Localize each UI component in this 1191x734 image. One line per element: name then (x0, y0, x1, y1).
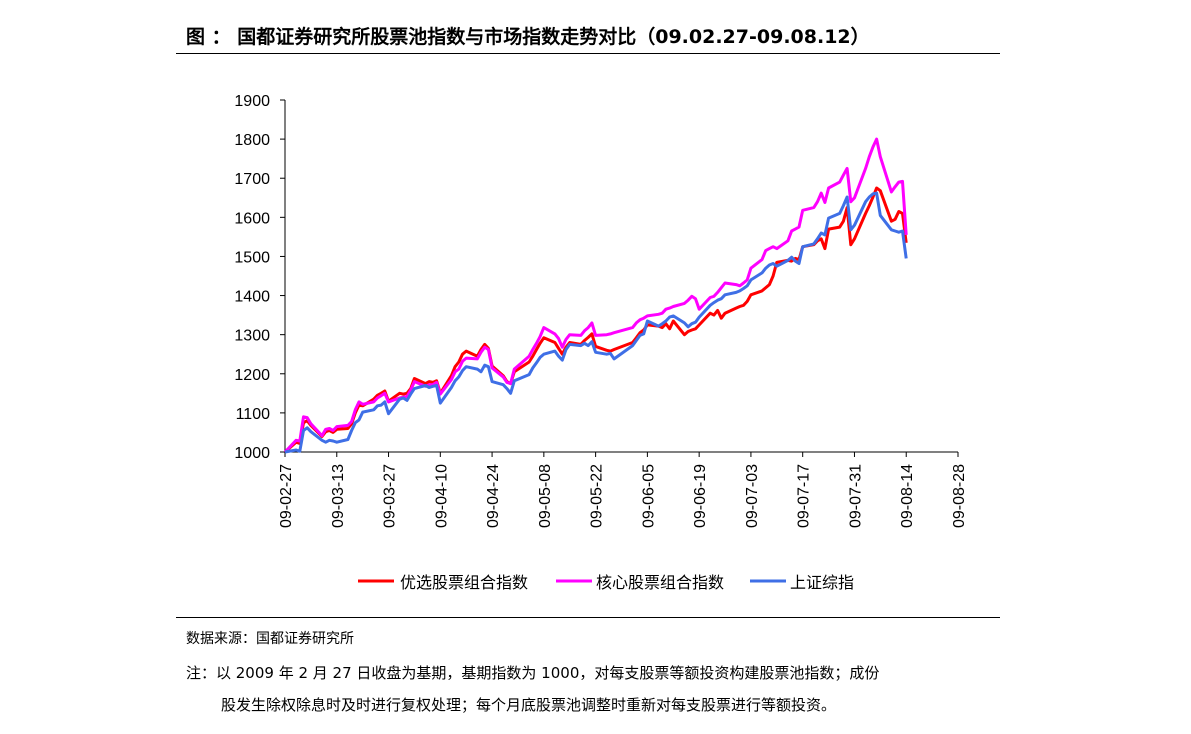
y-tick-label: 1900 (234, 93, 270, 110)
x-tick-label: 09-07-17 (796, 464, 813, 528)
chart-title: 图 ： 国都证券研究所股票池指数与市场指数走势对比（09.02.27-09.08… (186, 26, 870, 48)
x-tick-label: 09-06-19 (692, 464, 709, 528)
series-line-2 (284, 191, 908, 454)
y-tick-label: 1600 (234, 210, 270, 227)
x-tick-label: 09-03-13 (330, 464, 347, 528)
y-tick-label: 1400 (234, 289, 270, 306)
data-source-note: 数据来源：国都证券研究所 (186, 631, 354, 647)
footnote-line-2: 股发生除权除息时及时进行复权处理；每个月底股票池调整时重新对每支股票进行等额投资… (221, 696, 837, 714)
x-tick-label: 09-07-03 (744, 464, 761, 528)
x-tick-label: 09-07-31 (847, 464, 864, 528)
x-tick-label: 09-05-22 (589, 464, 606, 528)
x-tick-label: 09-06-05 (640, 464, 657, 528)
y-tick-label: 1000 (234, 445, 270, 462)
x-tick-label: 09-08-14 (899, 464, 916, 528)
y-tick-label: 1700 (234, 171, 270, 188)
top-divider (176, 53, 1000, 54)
legend-label-1: 核心股票组合指数 (596, 573, 724, 592)
legend-label-2: 上证综指 (790, 573, 854, 592)
x-tick-label: 09-04-24 (485, 464, 502, 528)
y-tick-label: 1800 (234, 132, 270, 149)
y-tick-label: 1100 (236, 406, 271, 423)
y-tick-label: 1300 (234, 328, 270, 345)
bottom-divider (176, 617, 1000, 618)
x-tick-label: 09-04-10 (433, 464, 450, 528)
legend-label-0: 优选股票组合指数 (400, 573, 528, 592)
chart-legend: 优选股票组合指数 核心股票组合指数 上证综指 (358, 573, 854, 592)
footnote-line-1: 注：以 2009 年 2 月 27 日收盘为基期，基期指数为 1000，对每支股… (186, 664, 880, 682)
series-line-1 (283, 137, 908, 454)
x-tick-label: 09-02-27 (278, 464, 295, 528)
x-tick-label: 09-03-27 (382, 464, 399, 528)
series-line-0 (284, 186, 908, 454)
chart-lines (283, 137, 908, 454)
chart-axes: 1900 1800 1700 1600 1500 1400 1300 1200 1100 1000… (234, 93, 968, 528)
y-tick-label: 1500 (234, 249, 270, 266)
x-tick-label: 09-05-08 (537, 464, 554, 528)
y-tick-label: 1200 (234, 367, 270, 384)
x-tick-label: 09-08-28 (951, 464, 968, 528)
